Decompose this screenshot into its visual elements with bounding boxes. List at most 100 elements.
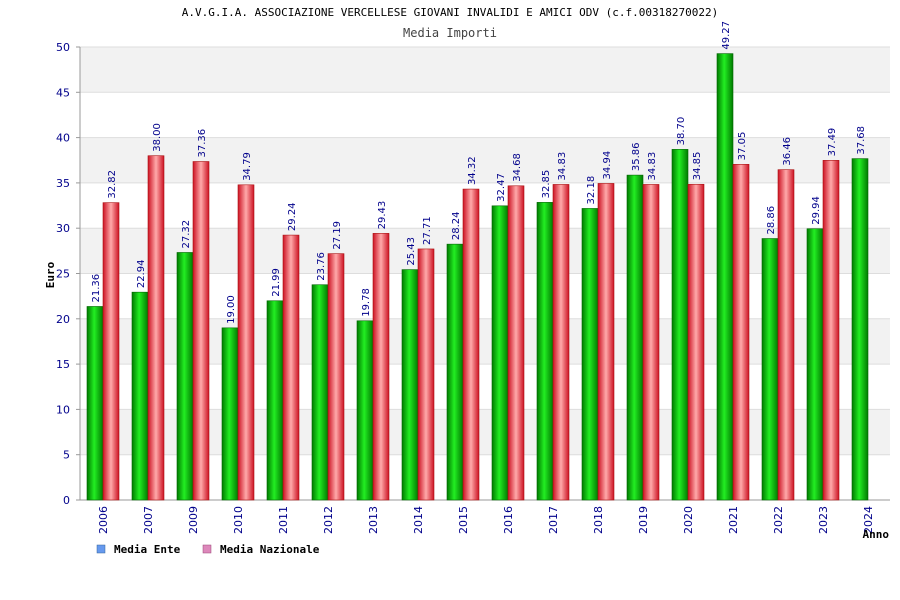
bar-media-nazionale-2006 [102,202,120,501]
bar-media-nazionale-2023 [822,160,840,501]
data-label: 27.19 [332,221,343,250]
data-label: 29.24 [287,202,298,231]
y-tick-label: 25 [56,268,70,281]
legend: Media Ente Media Nazionale [96,543,320,556]
bar-media-ente-2012 [311,284,329,501]
data-label: 34.79 [242,152,253,181]
bar-media-ente-2021 [716,53,734,501]
x-tick-label: 2019 [637,506,650,534]
y-tick-label: 20 [56,313,70,326]
plot-band [80,228,890,274]
plot-band [80,137,890,183]
bar-media-nazionale-2017 [552,184,570,501]
bar-media-ente-2011 [266,300,284,501]
chart-title: A.V.G.I.A. ASSOCIAZIONE VERCELLESE GIOVA… [182,6,718,19]
x-tick-label: 2007 [142,506,155,534]
x-tick-label: 2022 [772,506,785,534]
x-tick-label: 2023 [817,506,830,534]
bar-media-ente-2015 [446,243,464,501]
plot-background [80,47,890,500]
plot-band [80,47,890,93]
data-label: 34.32 [467,156,478,185]
chart-subtitle: Media Importi [403,26,497,40]
data-label: 35.86 [631,142,642,171]
plot-band [80,409,890,455]
bar-media-nazionale-2007 [147,155,165,501]
y-axis-label: Euro [44,261,57,288]
data-label: 32.82 [107,170,118,199]
bar-media-ente-2010 [221,327,239,501]
plot-band [80,318,890,365]
data-label: 37.49 [827,128,838,157]
data-label: 21.99 [271,268,282,297]
bar-media-nazionale-2011 [282,234,300,501]
data-label: 21.36 [91,274,102,303]
data-label: 28.86 [766,206,777,235]
plot-band [80,364,890,410]
x-tick-label: 2009 [187,506,200,534]
x-tick-label: 2024 [862,506,875,534]
bar-media-nazionale-2022 [777,169,795,501]
data-label: 29.94 [811,196,822,225]
data-label: 37.05 [737,132,748,161]
y-tick-label: 30 [56,222,70,235]
x-tick-label: 2015 [457,506,470,534]
data-label: 38.00 [152,123,163,152]
data-label: 19.78 [361,288,372,317]
bar-media-ente-2017 [536,202,554,501]
bar-media-ente-2018 [581,208,599,501]
data-label: 38.70 [676,117,687,146]
x-axis-label: Anno [863,528,890,541]
bar-media-ente-2006 [86,306,104,501]
plot-band [80,273,890,319]
data-label: 34.83 [557,152,568,181]
bar-media-nazionale-2012 [327,253,345,501]
legend-label-media-nazionale: Media Nazionale [220,543,320,556]
data-label: 34.94 [602,151,613,180]
data-label: 27.71 [422,216,433,245]
data-label: 27.32 [181,220,192,249]
bar-media-ente-2007 [131,291,149,501]
y-tick-label: 5 [63,449,70,462]
data-label: 37.36 [197,129,208,158]
bar-media-ente-2023 [806,228,824,501]
x-axis-ticks: 2006 2007 2009 2010 2011 2012 2013 2014 2015 2016… [97,506,875,534]
x-tick-label: 2018 [592,506,605,534]
legend-label-media-ente: Media Ente [114,543,181,556]
y-tick-label: 40 [56,132,70,145]
bar-media-nazionale-2014 [417,248,435,501]
bar-media-nazionale-2021 [732,164,750,501]
bars: 21.36 32.82 22.94 38.00 27.32 37.36 19.00 34.79… [86,21,869,501]
x-tick-label: 2010 [232,506,245,534]
x-tick-label: 2006 [97,506,110,534]
x-tick-label: 2014 [412,506,425,534]
bar-media-ente-2016 [491,205,509,501]
y-tick-label: 0 [63,494,70,507]
bar-media-nazionale-2010 [237,184,255,501]
bar-media-ente-2020 [671,149,689,501]
bar-media-ente-2019 [626,174,644,501]
bar-media-nazionale-2009 [192,161,210,501]
data-label: 22.94 [136,260,147,289]
bar-media-ente-2022 [761,238,779,501]
data-label: 34.68 [512,153,523,182]
data-label: 29.43 [377,201,388,230]
x-tick-label: 2017 [547,506,560,534]
plot-band [80,182,890,229]
gridlines [76,46,890,501]
data-label: 32.85 [541,170,552,199]
bar-media-ente-2014 [401,269,419,501]
x-tick-label: 2021 [727,506,740,534]
data-label: 34.83 [647,152,658,181]
bar-media-nazionale-2019 [642,184,660,501]
y-tick-label: 50 [56,41,70,54]
bar-media-nazionale-2020 [687,183,705,501]
y-tick-label: 45 [56,86,70,99]
legend-swatch-media-nazionale [202,544,212,554]
y-tick-label: 10 [56,403,70,416]
x-tick-label: 2013 [367,506,380,534]
data-label: 34.85 [692,152,703,181]
bar-media-nazionale-2015 [462,188,480,501]
data-label: 25.43 [406,237,417,266]
